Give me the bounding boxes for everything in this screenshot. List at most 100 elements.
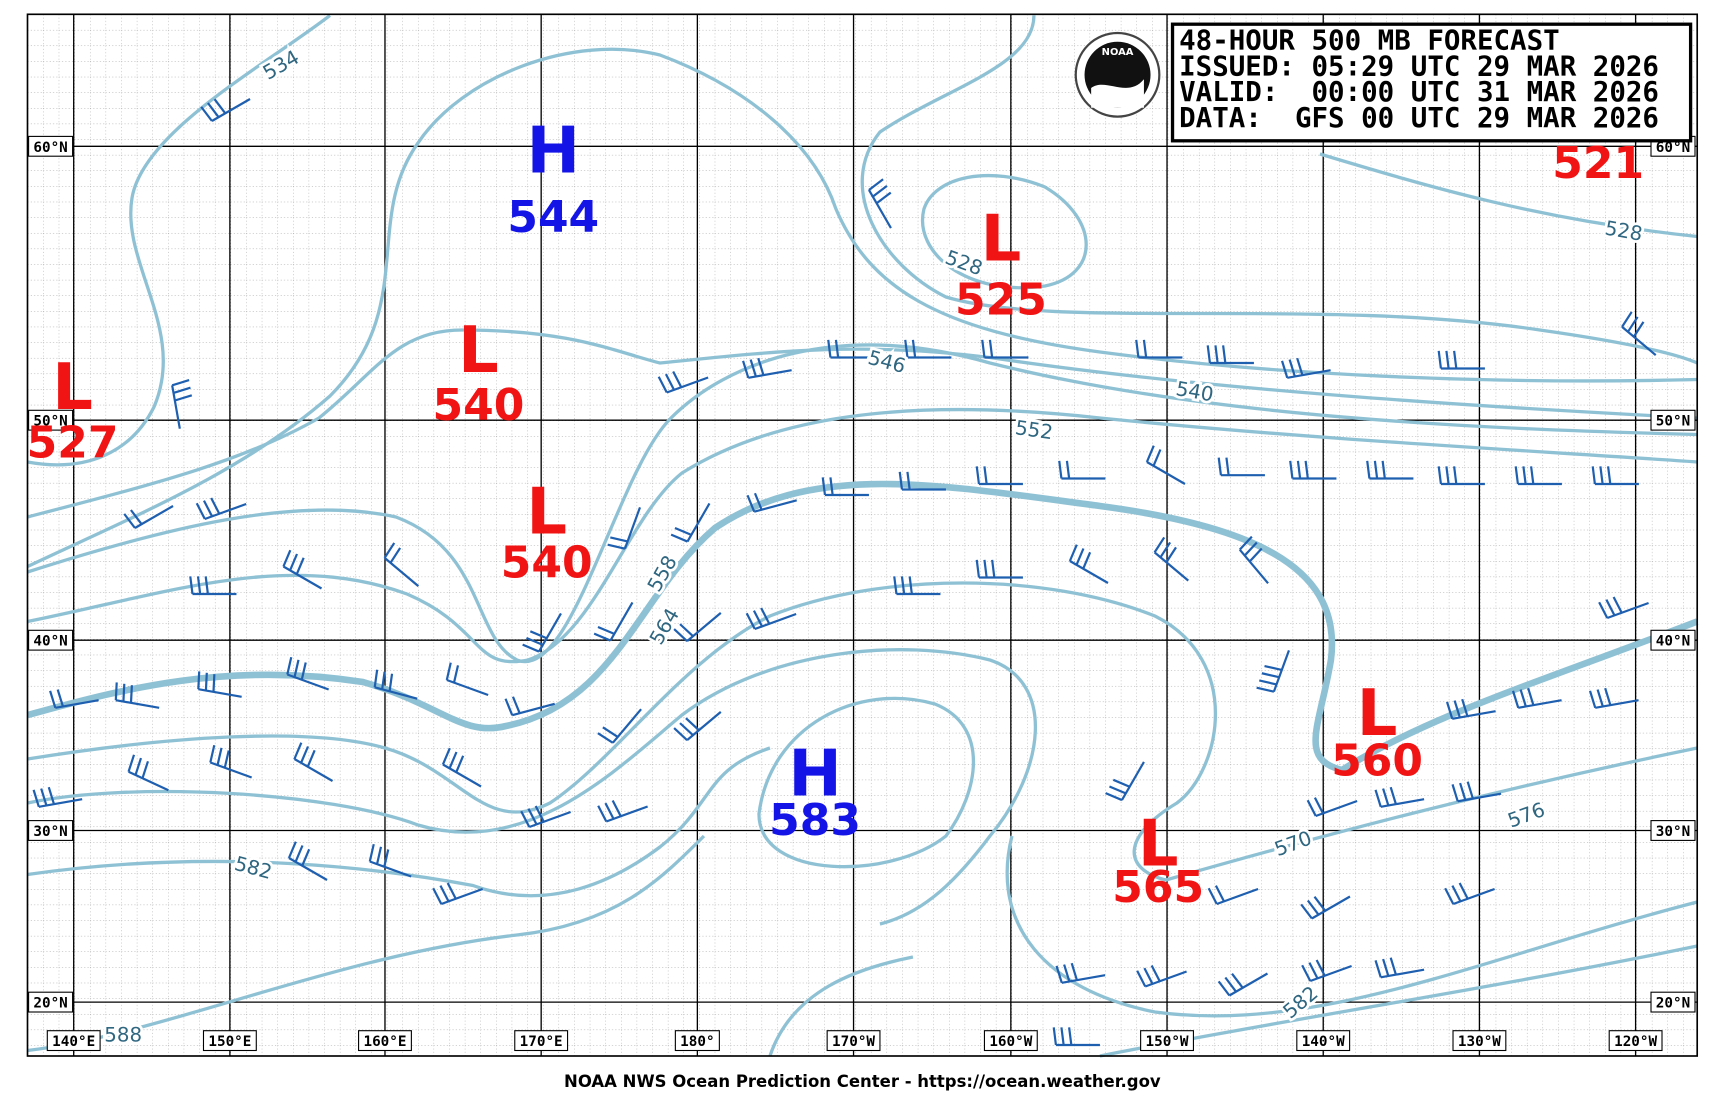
barb-feather [1451, 885, 1462, 902]
barb-feather [742, 360, 750, 379]
contour [920, 173, 1088, 290]
barb-feather [527, 808, 538, 825]
contour [860, 15, 1698, 365]
wind-barb [1437, 350, 1485, 370]
wind-barb [1366, 460, 1414, 480]
barb-feather [1596, 689, 1604, 707]
wind-barb [1451, 781, 1502, 803]
barb-feather [520, 810, 531, 828]
barb-feather [282, 549, 292, 567]
barb-feather [223, 750, 230, 768]
contour [27, 328, 1698, 519]
latitude-label: 40°N [1656, 634, 1690, 650]
barb-feather [752, 610, 763, 627]
barb-feather [1289, 460, 1294, 479]
wind-barb [123, 505, 174, 529]
wind-barb [368, 843, 412, 878]
barb-feather [202, 500, 214, 517]
barb-feather [1315, 959, 1326, 977]
wind-barb [1153, 536, 1189, 582]
longitude-label-box [202, 1030, 257, 1052]
barb-feather [1150, 964, 1161, 982]
barb-feather [753, 492, 763, 511]
wind-barb [1591, 466, 1639, 486]
barb-feather [1058, 460, 1063, 479]
barb-feather [1068, 1027, 1073, 1046]
latitude-label-box [28, 820, 74, 841]
center-value: 525 [955, 275, 1047, 326]
barb-feather [295, 557, 305, 575]
barb-feather [746, 494, 756, 513]
logo-text: NOAA [1102, 47, 1134, 58]
barb-feather [1389, 957, 1397, 975]
barb-feather [1381, 460, 1386, 479]
barb-feather [827, 339, 832, 358]
longitude-label-box [358, 1030, 412, 1052]
barb-feather [1459, 782, 1467, 801]
wind-barb [1445, 698, 1496, 720]
longitude-label-box [826, 1030, 881, 1052]
barb-feather [1280, 360, 1289, 379]
barb-feather [1261, 672, 1280, 679]
longitude-label: 140°W [1302, 1034, 1345, 1050]
center-value: 521 [1552, 138, 1644, 189]
barb-feather [745, 612, 756, 630]
barb-feather [906, 471, 911, 490]
barb-feather [216, 747, 223, 766]
barb-feather [209, 744, 216, 763]
longitude-label-box [674, 1030, 720, 1052]
latitude-label: 20°N [33, 996, 67, 1012]
longitude-label-box [983, 1030, 1038, 1052]
barb-feather [757, 357, 765, 376]
barb-feather [975, 559, 981, 578]
wind-barb [504, 696, 556, 717]
barb-feather [679, 623, 694, 637]
latitude-label-box [1650, 629, 1696, 651]
title-box [1170, 22, 1693, 143]
wind-barb [673, 612, 722, 642]
wind-barb [171, 379, 193, 429]
barb-feather [1621, 311, 1633, 328]
barb-feather [1082, 551, 1092, 570]
map-frame [26, 13, 1699, 1057]
latitude-label: 60°N [33, 140, 67, 156]
contour [27, 407, 1698, 664]
barb-feather [446, 882, 457, 900]
wind-barb [673, 711, 722, 741]
barb-feather [1225, 457, 1230, 476]
barb-feather [1259, 679, 1277, 686]
noaa-logo: NOAA [1074, 31, 1161, 118]
barb-feather [1445, 701, 1454, 720]
latitude-label: 30°N [1656, 824, 1690, 840]
barb-feather [983, 466, 988, 485]
barb-feather [834, 339, 840, 358]
center-letter: L [981, 203, 1022, 277]
longitude-label-box [514, 1030, 569, 1052]
barb-feather [1313, 895, 1327, 912]
barb-feather [1389, 786, 1397, 805]
barb-feather [1222, 345, 1227, 364]
barb-feather [1445, 466, 1450, 485]
barb-feather [439, 885, 450, 902]
wind-barb [209, 744, 253, 779]
barb-feather [657, 376, 668, 394]
wind-barb [1280, 357, 1331, 379]
wind-barb [981, 339, 1029, 359]
barb-feather [1530, 466, 1535, 485]
wind-barb [975, 466, 1023, 486]
contour [27, 648, 1037, 926]
barb-feather [1627, 316, 1639, 333]
barb-feather [1207, 887, 1218, 905]
wind-barb [1598, 596, 1649, 620]
barb-feather [1451, 784, 1459, 802]
barb-feather [1374, 960, 1382, 978]
wind-barb [904, 339, 952, 359]
barb-feather [1605, 599, 1616, 616]
wind-barb [1145, 445, 1186, 485]
barb-feather [204, 672, 208, 691]
barb-feather [127, 754, 136, 773]
barb-feather [373, 669, 379, 688]
center-letter: H [527, 115, 580, 189]
latitude-label: 30°N [33, 824, 67, 840]
wind-barb [1374, 786, 1425, 808]
